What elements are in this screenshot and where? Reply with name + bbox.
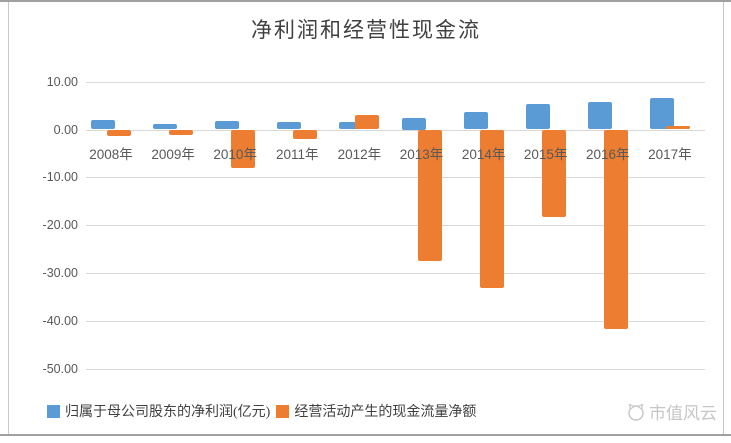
- bar-op-cashflow-2010年: [231, 129, 256, 168]
- ytick-label--30: -30.00: [42, 265, 78, 280]
- chart-title: 净利润和经营性现金流: [251, 18, 481, 42]
- xtick-label-2012年: 2012年: [337, 147, 382, 162]
- ytick-label--20: -20.00: [42, 218, 78, 233]
- xtick-label-2011年: 2011年: [276, 147, 319, 162]
- xtick-label-2017年: 2017年: [648, 147, 692, 162]
- ytick-label-0: 0.00: [53, 122, 78, 137]
- ytick-label--50: -50.00: [42, 361, 78, 376]
- watermark-cat-logo-icon: [628, 402, 644, 421]
- gridline-y--50: [86, 368, 705, 370]
- bar-op-cashflow-2008年: [107, 129, 131, 137]
- bar-net-profit-2012年: [339, 121, 364, 130]
- gridline-y--10: [86, 177, 705, 179]
- legend-item-net-profit: 归属于母公司股东的净利润(亿元): [47, 401, 270, 421]
- xtick-label-2014年: 2014年: [461, 147, 506, 162]
- legend-label-net-profit: 归属于母公司股东的净利润(亿元): [65, 405, 271, 420]
- bar-net-profit-2009年: [153, 124, 178, 130]
- bar-op-cashflow-2009年: [169, 129, 194, 136]
- gridline-y-10: [86, 81, 705, 83]
- bar-op-cashflow-2012年: [355, 115, 380, 130]
- bar-op-cashflow-2011年: [293, 129, 318, 140]
- bar-op-cashflow-2017年: [665, 125, 690, 130]
- legend-swatch-op-cashflow-icon: [276, 404, 290, 418]
- bar-op-cashflow-2014年: [479, 129, 504, 289]
- bar-op-cashflow-2015年: [541, 129, 566, 217]
- legend-item-op-cashflow: 经营活动产生的现金流量净额: [276, 401, 476, 421]
- xtick-label-2010年: 2010年: [213, 147, 257, 162]
- bar-net-profit-2015年: [525, 104, 550, 130]
- gridline-y--30: [86, 272, 705, 274]
- ytick-label--40: -40.00: [42, 313, 78, 328]
- bar-net-profit-2016年: [587, 102, 612, 130]
- watermark-text: 市值风云: [649, 404, 717, 423]
- gridline-y-0: [86, 129, 705, 131]
- bar-net-profit-2008年: [91, 120, 115, 130]
- bar-net-profit-2013年: [401, 118, 426, 130]
- top-border-line: [0, 0, 731, 2]
- gridline-y--20: [86, 225, 705, 227]
- legend-swatch-net-profit-icon: [47, 404, 60, 418]
- xtick-label-2016年: 2016年: [586, 147, 630, 162]
- bottom-border-line: [0, 434, 731, 436]
- watermark: 市值风云: [623, 398, 720, 425]
- bar-op-cashflow-2013年: [417, 129, 442, 261]
- bar-net-profit-2011年: [277, 122, 302, 130]
- ytick-label-10: 10.00: [46, 74, 78, 89]
- chart-legend: 归属于母公司股东的净利润(亿元) 经营活动产生的现金流量净额: [47, 401, 476, 421]
- bar-op-cashflow-2016年: [603, 129, 628, 330]
- gridline-y--40: [86, 320, 705, 322]
- bar-net-profit-2010年: [215, 121, 240, 130]
- bar-net-profit-2017年: [649, 98, 674, 130]
- xtick-label-2015年: 2015年: [523, 147, 568, 162]
- xtick-label-2008年: 2008年: [89, 147, 133, 162]
- xtick-label-2013年: 2013年: [399, 147, 444, 162]
- bar-net-profit-2014年: [463, 111, 488, 130]
- legend-label-op-cashflow: 经营活动产生的现金流量净额: [294, 405, 477, 420]
- ytick-label--10: -10.00: [42, 170, 78, 185]
- xtick-label-2009年: 2009年: [151, 147, 195, 162]
- chart-frame: 净利润和经营性现金流 10.00 0.00 -10.00 -20.00 -30.00 -4…: [8, 2, 724, 434]
